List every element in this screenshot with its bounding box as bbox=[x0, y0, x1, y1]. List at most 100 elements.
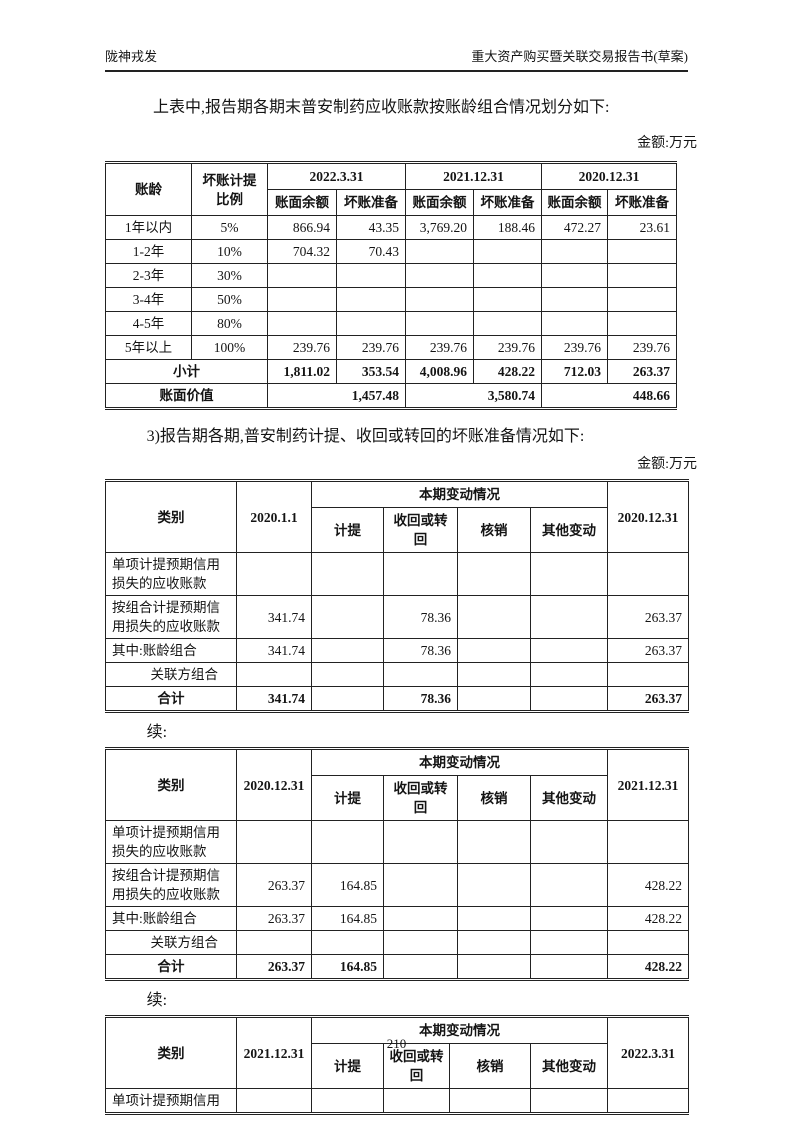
category-label: 关联方组合 bbox=[105, 930, 237, 955]
table-cell bbox=[405, 263, 474, 288]
category-label: 关联方组合 bbox=[105, 662, 237, 687]
subtotal-label: 小计 bbox=[105, 359, 268, 384]
table-row: 3-4年 50% bbox=[105, 287, 677, 312]
table-cell bbox=[473, 239, 542, 264]
table-cell bbox=[607, 662, 689, 687]
category-label: 其中:账龄组合 bbox=[105, 906, 237, 931]
table-cell bbox=[530, 595, 608, 639]
table-cell: 3,769.20 bbox=[405, 215, 474, 240]
col-header-aging: 账龄 bbox=[105, 162, 192, 216]
table-cell: 1,811.02 bbox=[267, 359, 337, 384]
category-label: 单项计提预期信用 bbox=[105, 1088, 237, 1114]
table-cell: 263.37 bbox=[607, 638, 689, 663]
table-cell: 704.32 bbox=[267, 239, 337, 264]
provision-movement-table-2020: 类别 2020.1.1 本期变动情况 2020.12.31 计提 收回或转回 核… bbox=[105, 479, 689, 713]
provision-movement-table-2021: 类别 2020.12.31 本期变动情况 2021.12.31 计提 收回或转回… bbox=[105, 747, 689, 981]
aging-bucket-label: 5年以上 bbox=[105, 335, 192, 360]
table-row: 类别 2020.1.1 本期变动情况 2020.12.31 bbox=[105, 480, 689, 553]
col-header-period-2021: 2021.12.31 bbox=[405, 162, 542, 190]
col-header-balance: 账面余额 bbox=[541, 189, 608, 216]
table-cell bbox=[541, 287, 608, 312]
aging-bucket-label: 2-3年 bbox=[105, 263, 192, 288]
table-cell bbox=[311, 552, 384, 596]
col-header-recover: 收回或转回 bbox=[383, 507, 458, 553]
col-header-accrual: 计提 bbox=[311, 775, 384, 821]
col-header-period-2020: 2020.12.31 bbox=[541, 162, 677, 190]
table-row: 4-5年 80% bbox=[105, 311, 677, 336]
table-row: 1-2年 10% 704.32 70.43 bbox=[105, 239, 677, 264]
table-cell bbox=[383, 954, 458, 980]
table-cell: 239.76 bbox=[267, 335, 337, 360]
table-cell bbox=[541, 263, 608, 288]
table-cell bbox=[449, 1088, 531, 1114]
ratio-cell: 5% bbox=[191, 215, 268, 240]
table-cell bbox=[457, 820, 531, 864]
table-cell bbox=[236, 930, 312, 955]
col-header-writeoff: 核销 bbox=[457, 775, 531, 821]
table-cell bbox=[530, 1088, 608, 1114]
ratio-cell: 10% bbox=[191, 239, 268, 264]
company-name: 陇神戎发 bbox=[105, 49, 158, 64]
table-row: 关联方组合 bbox=[105, 662, 689, 687]
table-row: 账龄 坏账计提比例 2022.3.31 2021.12.31 2020.12.3… bbox=[105, 162, 677, 216]
table-cell: 78.36 bbox=[383, 686, 458, 712]
table-cell bbox=[457, 686, 531, 712]
aging-bucket-label: 1-2年 bbox=[105, 239, 192, 264]
table-row: 类别 2021.12.31 本期变动情况 2022.3.31 bbox=[105, 1016, 689, 1089]
col-header-category: 类别 bbox=[105, 1016, 237, 1089]
table-cell bbox=[457, 906, 531, 931]
table-cell bbox=[530, 638, 608, 663]
unit-label-2: 金额:万元 bbox=[637, 457, 697, 472]
col-header-change-group: 本期变动情况 bbox=[311, 748, 608, 776]
book-value-row: 账面价值 1,457.48 3,580.74 448.66 bbox=[105, 383, 677, 409]
table-cell: 263.37 bbox=[236, 863, 312, 907]
table-cell bbox=[311, 662, 384, 687]
table-cell bbox=[607, 820, 689, 864]
table-cell: 70.43 bbox=[336, 239, 406, 264]
table-row: 按组合计提预期信用损失的应收账款 341.74 78.36 263.37 bbox=[105, 595, 689, 639]
total-label: 合计 bbox=[105, 686, 237, 712]
col-header-category: 类别 bbox=[105, 480, 237, 553]
table-cell bbox=[457, 595, 531, 639]
total-row: 合计 341.74 78.36 263.37 bbox=[105, 686, 689, 712]
table-cell: 263.37 bbox=[607, 595, 689, 639]
table-cell bbox=[336, 287, 406, 312]
table-cell: 1,457.48 bbox=[267, 383, 406, 409]
col-header-accrual: 计提 bbox=[311, 507, 384, 553]
table-cell bbox=[311, 820, 384, 864]
table-row: 其中:账龄组合 263.37 164.85 428.22 bbox=[105, 906, 689, 931]
table-cell bbox=[530, 820, 608, 864]
table-cell: 263.37 bbox=[236, 906, 312, 931]
table-cell bbox=[336, 311, 406, 336]
table-cell bbox=[541, 311, 608, 336]
table-cell: 866.94 bbox=[267, 215, 337, 240]
table-cell: 239.76 bbox=[607, 335, 677, 360]
category-label: 单项计提预期信用损失的应收账款 bbox=[105, 820, 237, 864]
table-row: 账面余额 坏账准备 账面余额 坏账准备 账面余额 坏账准备 bbox=[106, 189, 677, 216]
table-cell bbox=[530, 930, 608, 955]
aging-bucket-label: 4-5年 bbox=[105, 311, 192, 336]
col-header-ratio: 坏账计提比例 bbox=[191, 162, 268, 216]
table-cell bbox=[457, 954, 531, 980]
table-cell: 341.74 bbox=[236, 686, 312, 712]
aging-analysis-table: 账龄 坏账计提比例 2022.3.31 2021.12.31 2020.12.3… bbox=[105, 161, 677, 410]
col-header-end-date: 2021.12.31 bbox=[607, 748, 689, 821]
table-cell: 4,008.96 bbox=[405, 359, 474, 384]
table-row: 单项计提预期信用 bbox=[105, 1088, 689, 1114]
table-cell bbox=[457, 552, 531, 596]
table-cell bbox=[607, 287, 677, 312]
unit-label-1: 金额:万元 bbox=[637, 136, 697, 151]
col-header-change-group: 本期变动情况 bbox=[311, 480, 608, 508]
table-row: 按组合计提预期信用损失的应收账款 263.37 164.85 428.22 bbox=[105, 863, 689, 907]
table-cell bbox=[473, 287, 542, 312]
col-header-end-date: 2020.12.31 bbox=[607, 480, 689, 553]
table-cell bbox=[383, 930, 458, 955]
table-cell bbox=[530, 552, 608, 596]
table-cell bbox=[607, 263, 677, 288]
table-cell bbox=[530, 686, 608, 712]
table-cell bbox=[607, 311, 677, 336]
table-cell bbox=[267, 287, 337, 312]
category-label: 按组合计提预期信用损失的应收账款 bbox=[105, 595, 237, 639]
table-cell: 239.76 bbox=[405, 335, 474, 360]
table-cell bbox=[530, 863, 608, 907]
